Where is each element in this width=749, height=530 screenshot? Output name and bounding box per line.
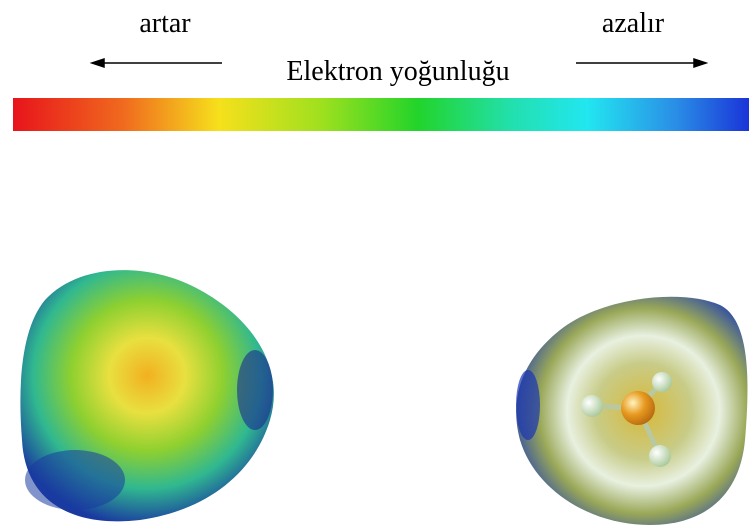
h-atom — [581, 395, 603, 417]
left-blue-region — [25, 450, 125, 510]
h-atom — [652, 372, 672, 392]
arrows — [89, 57, 709, 69]
right-label: azalır — [602, 8, 665, 39]
right-blue-edge — [516, 370, 540, 440]
h-atom — [649, 445, 671, 467]
left-label: artar — [139, 8, 191, 39]
color-bar — [13, 98, 749, 131]
center-atom — [621, 391, 655, 425]
legend-title: Elektron yoğunluğu — [286, 56, 509, 87]
left-blue-edge — [237, 350, 273, 430]
